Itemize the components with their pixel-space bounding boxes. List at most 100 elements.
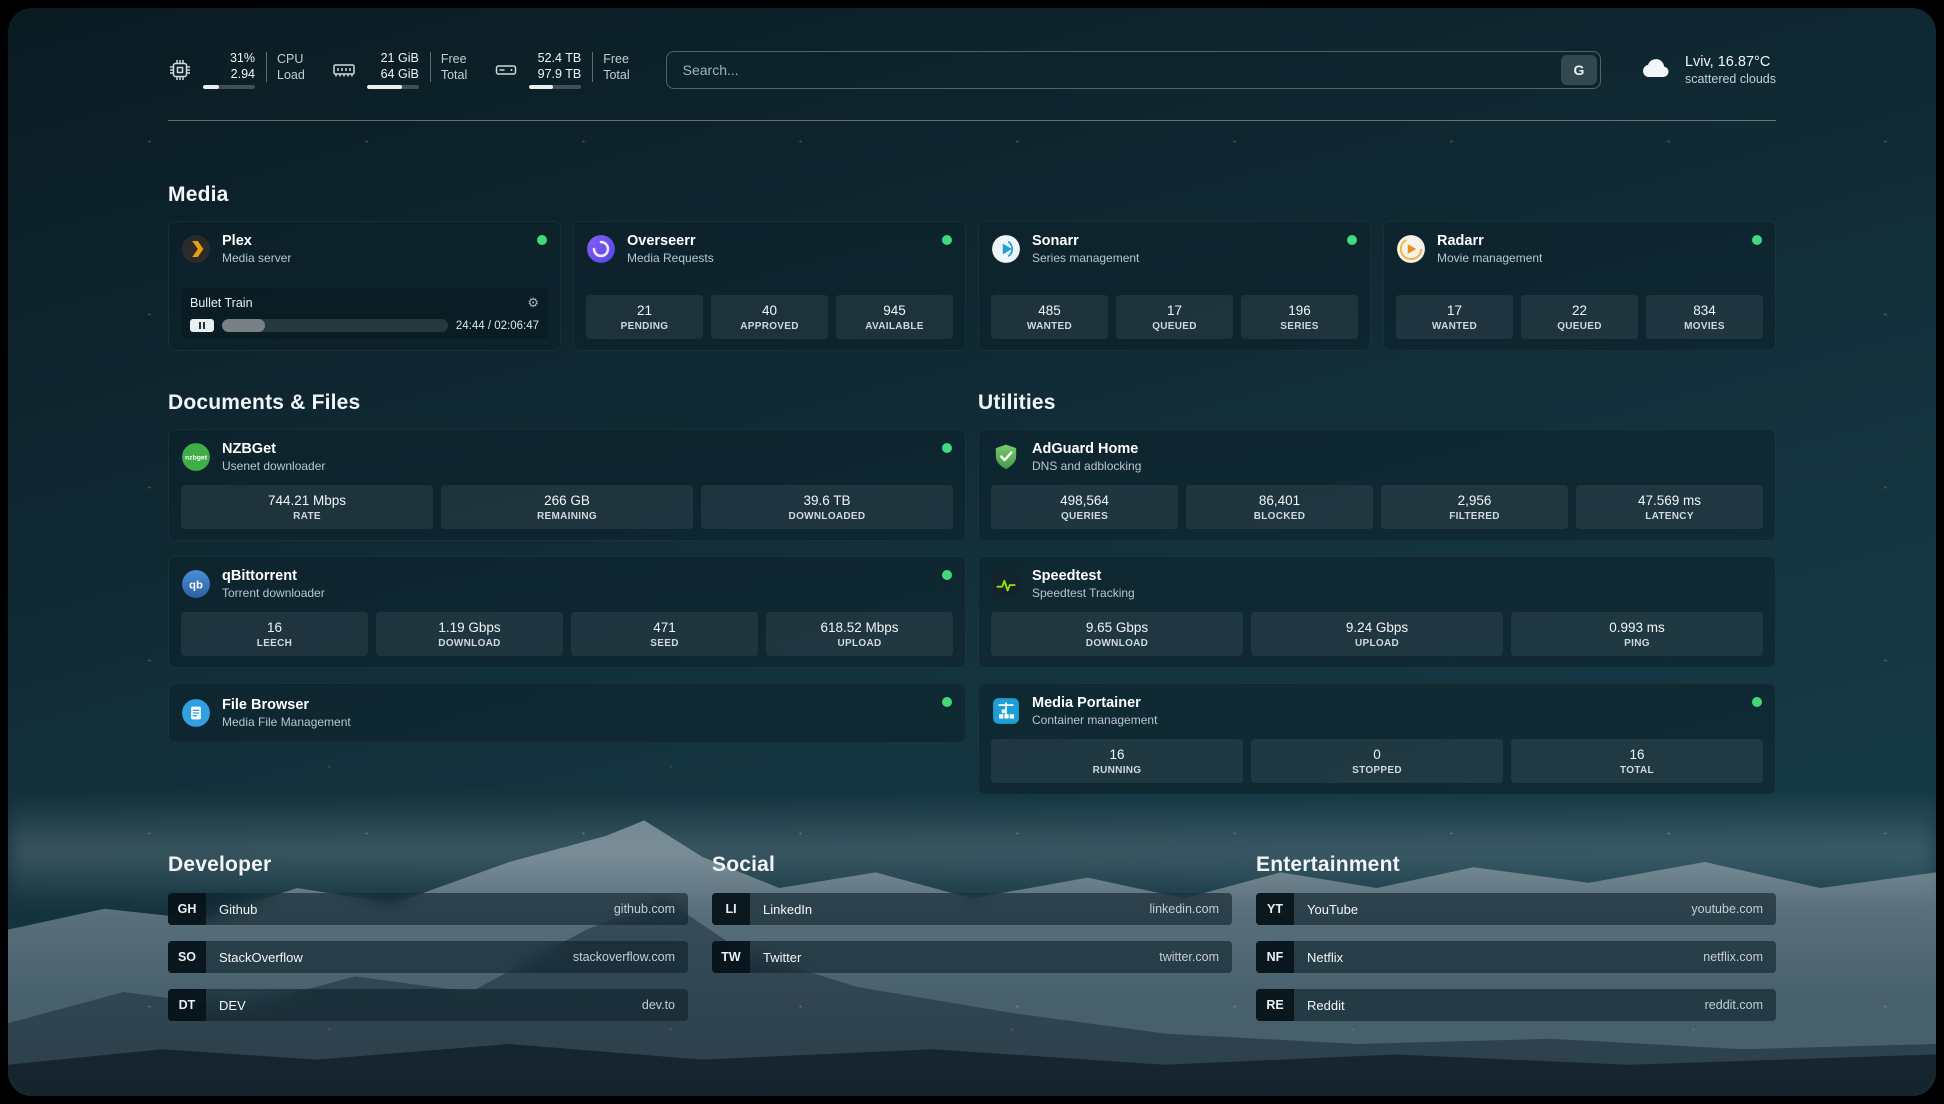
service-card-radarr[interactable]: Radarr Movie management 17 WANTED 22 QUEUED… — [1383, 221, 1776, 351]
stat-label: TOTAL — [1620, 765, 1654, 776]
service-card-portainer[interactable]: Media Portainer Container management 16 R… — [978, 683, 1776, 795]
bookmark-abbr: RE — [1256, 989, 1294, 1021]
bookmark-name: StackOverflow — [219, 949, 303, 965]
qbittorrent-icon: qb — [181, 569, 211, 599]
bookmark-url: dev.to — [641, 998, 675, 1012]
stat-box: 21 PENDING — [586, 295, 703, 339]
stat-label: LEECH — [256, 638, 293, 649]
stat-box: 17 QUEUED — [1116, 295, 1233, 339]
memory-free-value: 21 GiB — [380, 51, 419, 65]
speedtest-icon — [991, 569, 1021, 599]
stat-value: 618.52 Mbps — [820, 620, 899, 635]
bookmark-group-developer: Developer GH Github github.com SO StackOverf… — [168, 853, 688, 1021]
service-card-sonarr[interactable]: Sonarr Series management 485 WANTED 17 QUEU… — [978, 221, 1371, 351]
service-desc: Speedtest Tracking — [1032, 586, 1135, 600]
bookmark-url: youtube.com — [1691, 902, 1763, 916]
stat-value: 47.569 ms — [1637, 493, 1702, 508]
bookmark-dev[interactable]: DT DEV dev.to — [168, 989, 688, 1021]
stat-box: 16 LEECH — [181, 612, 368, 656]
service-name: Plex — [222, 233, 252, 249]
weather-location: Lviv, 16.87°C — [1684, 54, 1771, 70]
service-card-qbittorrent[interactable]: qb qBittorrent Torrent downloader 16 LEEC… — [168, 556, 966, 668]
stat-label: APPROVED — [740, 321, 799, 332]
stat-box: 618.52 Mbps UPLOAD — [766, 612, 953, 656]
bookmark-name: LinkedIn — [763, 901, 813, 917]
bookmark-youtube[interactable]: YT YouTube youtube.com — [1256, 893, 1776, 925]
disk-icon — [494, 58, 518, 82]
bookmark-github[interactable]: GH Github github.com — [168, 893, 688, 925]
stat-value: 2,956 — [1457, 493, 1492, 508]
cpu-percent-value: 31% — [229, 51, 255, 65]
plex-now-playing: Bullet Train ⚙ 24:44 / 02:06:47 — [181, 288, 548, 339]
bookmark-name: YouTube — [1307, 901, 1359, 917]
bookmark-linkedin[interactable]: LI LinkedIn linkedin.com — [712, 893, 1232, 925]
stat-label: UPLOAD — [1354, 638, 1400, 649]
service-card-filebrowser[interactable]: File Browser Media File Management — [168, 683, 966, 743]
pause-icon[interactable] — [190, 319, 214, 332]
stat-label: QUEUED — [1557, 321, 1602, 332]
header-divider — [168, 120, 1776, 121]
service-name: Media Portainer — [1032, 695, 1141, 711]
service-card-nzbget[interactable]: nzbget NZBGet Usenet downloader 744.21 M… — [168, 429, 966, 541]
service-name: Sonarr — [1032, 233, 1079, 249]
top-bar: 31% 2.94 CPU Load — [168, 46, 1776, 94]
stat-box: 17 WANTED — [1396, 295, 1513, 339]
settings-gear-icon[interactable]: ⚙ — [527, 295, 539, 310]
search-input[interactable] — [665, 51, 1601, 89]
bookmark-abbr: SO — [168, 941, 206, 973]
stat-box: 485 WANTED — [991, 295, 1108, 339]
stat-label: QUERIES — [1060, 511, 1109, 522]
bookmark-group-social: Social LI LinkedIn linkedin.com TW Twitter tw… — [712, 853, 1232, 1021]
bookmark-netflix[interactable]: NF Netflix netflix.com — [1256, 941, 1776, 973]
service-name: Speedtest — [1032, 568, 1102, 584]
bookmark-abbr: NF — [1256, 941, 1294, 973]
cpu-usage-bar — [203, 85, 255, 89]
stat-label: RATE — [293, 511, 321, 522]
stat-value: 485 — [1038, 303, 1061, 318]
bookmark-url: stackoverflow.com — [572, 950, 675, 964]
stat-box: 86,401 BLOCKED — [1186, 485, 1373, 529]
memory-icon — [332, 58, 356, 82]
bookmark-name: Netflix — [1307, 949, 1344, 965]
bookmark-stackoverflow[interactable]: SO StackOverflow stackoverflow.com — [168, 941, 688, 973]
service-desc: Movie management — [1437, 251, 1543, 265]
disk-total-label: Total — [603, 68, 630, 82]
stat-value: 9.24 Gbps — [1345, 620, 1409, 635]
stat-label: MOVIES — [1684, 321, 1725, 332]
bookmark-url: linkedin.com — [1149, 902, 1219, 916]
disk-free-label: Free — [603, 52, 629, 66]
bookmark-twitter[interactable]: TW Twitter twitter.com — [712, 941, 1232, 973]
bookmark-abbr: DT — [168, 989, 206, 1021]
service-card-overseerr[interactable]: Overseerr Media Requests 21 PENDING 40 APPR… — [573, 221, 966, 351]
stat-value: 1.19 Gbps — [438, 620, 501, 635]
stat-box: 498,564 QUERIES — [991, 485, 1178, 529]
service-card-speedtest[interactable]: Speedtest Speedtest Tracking 9.65 Gbps DO… — [978, 556, 1776, 668]
service-name: NZBGet — [222, 441, 276, 457]
bookmark-name: Twitter — [763, 949, 802, 965]
stat-value: 9.65 Gbps — [1085, 620, 1149, 635]
stat-label: RUNNING — [1092, 765, 1142, 776]
bookmark-url: github.com — [613, 902, 675, 916]
disk-widget: 52.4 TB 97.9 TB Free Total — [494, 51, 630, 89]
memory-total-value: 64 GiB — [380, 67, 419, 81]
stat-value: 17 — [1166, 303, 1183, 318]
stat-label: LATENCY — [1645, 511, 1694, 522]
service-name: AdGuard Home — [1032, 441, 1139, 457]
dashboard-screen: 31% 2.94 CPU Load — [8, 8, 1936, 1096]
bookmark-reddit[interactable]: RE Reddit reddit.com — [1256, 989, 1776, 1021]
memory-total-label: Total — [440, 68, 468, 82]
service-name: File Browser — [222, 697, 310, 713]
disk-free-value: 52.4 TB — [537, 51, 582, 65]
nzbget-icon: nzbget — [181, 442, 211, 472]
search-provider-button[interactable]: G — [1560, 55, 1597, 85]
bookmark-url: netflix.com — [1703, 950, 1763, 964]
weather-condition: scattered clouds — [1684, 72, 1776, 86]
stat-box: 1.19 Gbps DOWNLOAD — [376, 612, 563, 656]
overseerr-icon — [586, 234, 616, 264]
stat-value: 498,564 — [1060, 493, 1109, 508]
service-card-adguard[interactable]: AdGuard Home DNS and adblocking 498,564 Q… — [978, 429, 1776, 541]
stat-value: 16 — [266, 620, 283, 635]
stat-box: 0 STOPPED — [1251, 739, 1503, 783]
service-card-plex[interactable]: Plex Media server Bullet Train ⚙ — [168, 221, 561, 351]
status-dot-online — [942, 570, 952, 580]
